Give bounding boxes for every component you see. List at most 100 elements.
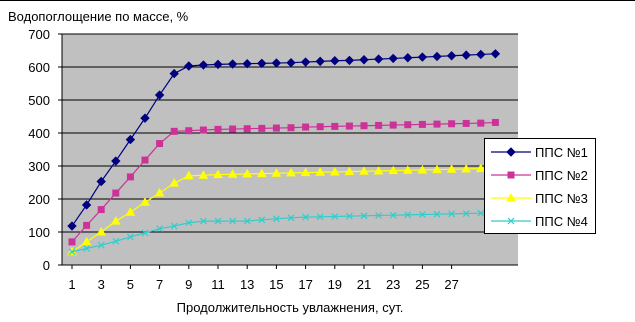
data-point-3 [432, 164, 442, 174]
data-point-3 [125, 207, 136, 216]
data-point-2 [360, 122, 368, 130]
data-point-3 [344, 166, 355, 176]
data-point-1 [373, 54, 384, 64]
data-point-4 [170, 222, 178, 230]
y-tick-label: 0 [43, 258, 50, 273]
x-tick-label: 15 [269, 277, 283, 292]
data-point-1 [125, 134, 136, 145]
data-point-4 [418, 211, 426, 218]
data-point-2 [229, 125, 237, 133]
data-point-4 [345, 212, 353, 220]
data-point-1 [344, 55, 355, 66]
data-point-2 [156, 140, 164, 148]
data-point-1 [169, 68, 179, 79]
data-point-2 [404, 121, 412, 129]
data-point-2 [112, 189, 120, 197]
data-point-3 [198, 170, 209, 179]
data-point-2 [331, 122, 339, 130]
x-tick-label: 13 [240, 277, 254, 292]
x-tick-label: 17 [298, 277, 312, 292]
legend-swatch [491, 192, 531, 202]
y-tick-label: 100 [28, 225, 50, 240]
y-tick-label: 500 [28, 93, 50, 108]
x-tick-label: 3 [98, 277, 105, 292]
data-point-3 [81, 236, 92, 246]
data-point-2 [141, 156, 149, 164]
data-point-3 [183, 170, 194, 180]
legend-swatch [491, 147, 531, 157]
data-point-2 [302, 123, 310, 131]
data-point-4 [126, 233, 134, 241]
data-point-4 [302, 213, 310, 221]
data-point-2 [375, 121, 383, 129]
x-tick-label: 1 [68, 277, 75, 292]
legend-item: ППС №1 [485, 141, 595, 163]
x-axis-title: Продолжительность увлажнения, сут. [176, 300, 404, 315]
data-point-4 [185, 219, 193, 227]
data-point-2 [433, 120, 441, 128]
x-tick-label: 23 [386, 277, 400, 292]
data-point-1 [286, 58, 296, 68]
y-tick-label: 400 [28, 126, 50, 141]
legend-item: ППС №4 [485, 210, 595, 232]
data-point-4 [156, 225, 164, 233]
data-point-2 [316, 123, 324, 131]
data-point-3 [271, 168, 282, 177]
x-tick-label: 7 [156, 277, 163, 292]
data-point-1 [111, 156, 121, 166]
data-point-4 [331, 213, 339, 220]
data-point-3 [169, 178, 180, 187]
legend-label: ППС №2 [535, 168, 588, 183]
data-point-1 [140, 113, 150, 123]
data-point-1 [490, 49, 501, 59]
data-point-1 [300, 57, 311, 67]
data-point-4 [287, 214, 295, 222]
legend-marker [506, 192, 516, 202]
data-point-2 [418, 120, 426, 128]
data-point-3 [154, 188, 165, 197]
legend-label: ППС №4 [535, 214, 588, 229]
legend-item: ППС №3 [485, 187, 595, 209]
data-point-3 [213, 169, 223, 179]
data-point-4 [214, 217, 222, 225]
data-point-1 [315, 56, 325, 67]
x-tick-label: 5 [127, 277, 134, 292]
x-tick-label: 27 [444, 277, 458, 292]
legend-label: ППС №1 [535, 145, 588, 160]
data-point-3 [446, 164, 457, 173]
data-point-1 [432, 51, 442, 62]
x-tick-label: 9 [185, 277, 192, 292]
data-point-1 [154, 90, 165, 100]
data-point-2 [199, 126, 207, 134]
x-tick-label: 19 [328, 277, 342, 292]
data-point-1 [388, 53, 398, 64]
y-axis-title: Водопоглощение по массе, % [8, 9, 189, 24]
data-point-3 [461, 163, 472, 173]
data-point-3 [329, 166, 340, 176]
data-point-4 [68, 248, 76, 256]
data-point-4 [404, 211, 412, 219]
data-point-4 [360, 212, 368, 220]
data-point-3 [227, 169, 238, 178]
data-point-1 [257, 58, 267, 69]
data-point-2 [477, 119, 485, 127]
data-point-3 [475, 163, 486, 173]
legend-marker [507, 217, 515, 225]
data-point-2 [462, 119, 470, 127]
data-point-2 [185, 127, 193, 135]
data-point-1 [446, 51, 457, 61]
data-point-4 [375, 212, 383, 219]
data-point-1 [227, 59, 238, 69]
data-point-2 [214, 125, 222, 133]
y-tick-label: 600 [28, 60, 50, 75]
data-point-2 [97, 206, 105, 214]
plot-area [62, 34, 518, 265]
data-point-1 [213, 59, 223, 70]
data-point-3 [96, 226, 107, 236]
data-point-4 [97, 241, 105, 249]
data-point-3 [359, 166, 369, 175]
legend-marker [506, 147, 516, 157]
data-point-2 [126, 173, 134, 181]
series-line-4 [71, 212, 496, 253]
